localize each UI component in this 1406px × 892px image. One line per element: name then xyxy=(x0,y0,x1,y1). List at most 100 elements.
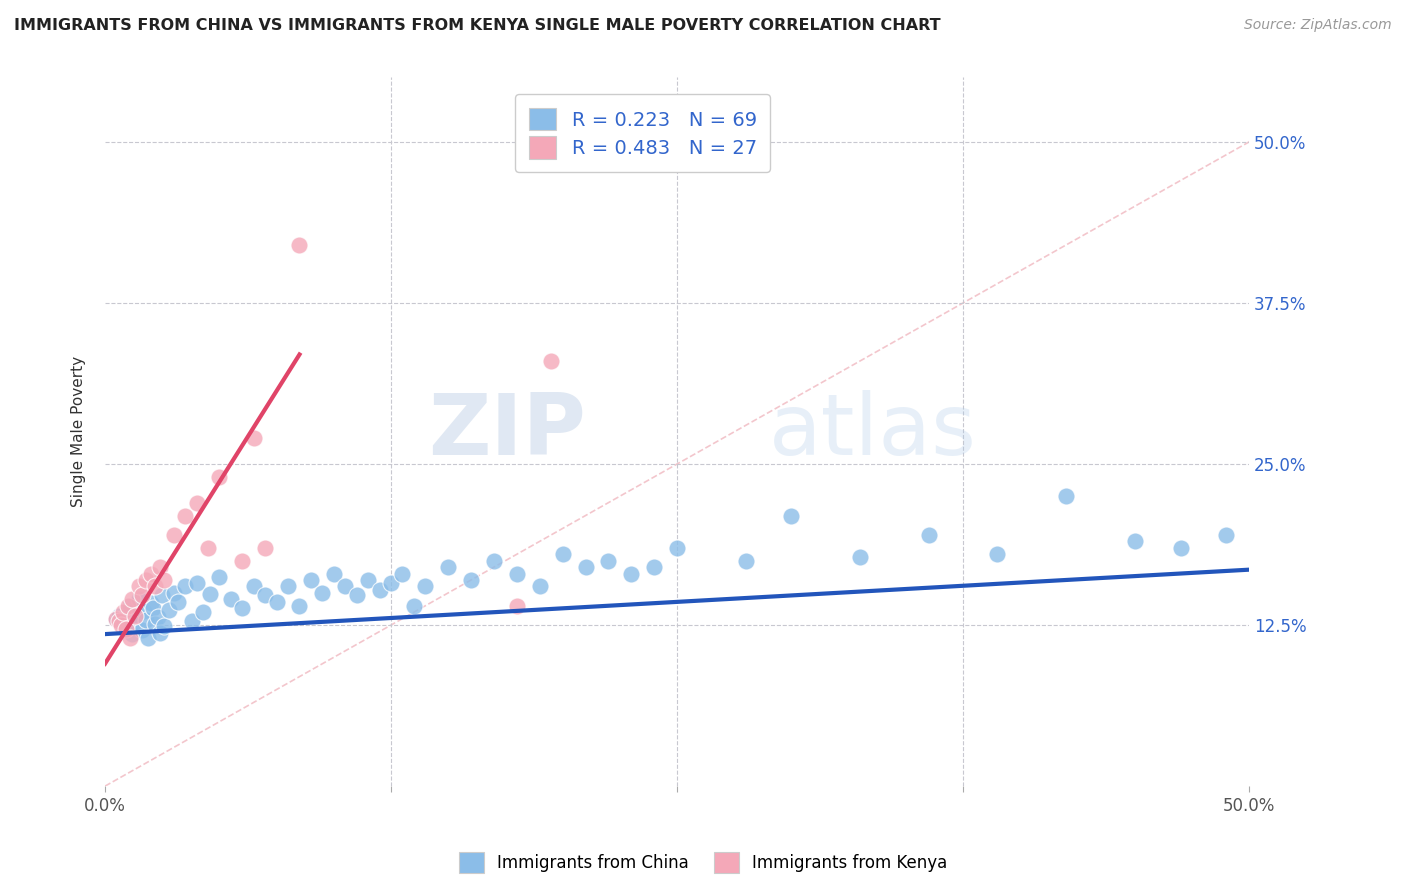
Point xyxy=(415,579,437,593)
Point xyxy=(208,470,231,484)
Point xyxy=(128,579,150,593)
Point xyxy=(734,554,756,568)
Point xyxy=(200,587,222,601)
Point xyxy=(643,560,665,574)
Point xyxy=(143,579,166,593)
Point xyxy=(131,624,153,638)
Point xyxy=(193,605,215,619)
Point xyxy=(402,599,425,613)
Point xyxy=(120,631,142,645)
Point xyxy=(299,573,322,587)
Point xyxy=(254,541,277,555)
Point xyxy=(121,627,143,641)
Text: ZIP: ZIP xyxy=(427,391,585,474)
Point xyxy=(112,618,135,632)
Point xyxy=(540,354,562,368)
Point xyxy=(186,496,208,510)
Point xyxy=(780,508,803,523)
Point xyxy=(242,579,264,593)
Point xyxy=(322,566,344,581)
Point xyxy=(918,528,941,542)
Point xyxy=(142,601,165,615)
Point xyxy=(346,589,368,603)
Point xyxy=(437,560,460,574)
Point xyxy=(157,602,180,616)
Point xyxy=(124,615,146,630)
Point xyxy=(162,528,184,542)
Point xyxy=(357,573,380,587)
Point xyxy=(219,592,242,607)
Point xyxy=(153,619,176,633)
Point xyxy=(107,614,129,628)
Point xyxy=(162,586,184,600)
Point xyxy=(132,604,155,618)
Point xyxy=(110,614,132,628)
Point xyxy=(1170,541,1192,555)
Point xyxy=(135,573,157,587)
Point xyxy=(110,618,132,632)
Point xyxy=(114,622,136,636)
Point xyxy=(551,547,574,561)
Point xyxy=(277,579,299,593)
Point xyxy=(529,579,551,593)
Point xyxy=(242,431,264,445)
Point xyxy=(153,573,176,587)
Y-axis label: Single Male Poverty: Single Male Poverty xyxy=(72,356,86,508)
Point xyxy=(506,599,529,613)
Point xyxy=(666,541,689,555)
Point xyxy=(620,566,643,581)
Point xyxy=(482,554,505,568)
Point xyxy=(128,592,150,607)
Point xyxy=(391,566,413,581)
Point xyxy=(380,575,402,590)
Point xyxy=(181,614,204,628)
Point xyxy=(117,605,139,619)
Point xyxy=(208,570,231,584)
Point xyxy=(139,566,162,581)
Point xyxy=(231,601,253,615)
Point xyxy=(135,613,157,627)
Point xyxy=(197,541,219,555)
Point xyxy=(124,609,146,624)
Point xyxy=(574,560,596,574)
Point xyxy=(146,610,169,624)
Point xyxy=(107,609,129,624)
Point xyxy=(266,595,288,609)
Text: IMMIGRANTS FROM CHINA VS IMMIGRANTS FROM KENYA SINGLE MALE POVERTY CORRELATION C: IMMIGRANTS FROM CHINA VS IMMIGRANTS FROM… xyxy=(14,18,941,33)
Point xyxy=(1215,528,1237,542)
Point xyxy=(139,596,162,610)
Point xyxy=(125,607,148,622)
Point xyxy=(335,579,357,593)
Legend: Immigrants from China, Immigrants from Kenya: Immigrants from China, Immigrants from K… xyxy=(451,846,955,880)
Point xyxy=(311,586,333,600)
Point xyxy=(105,612,128,626)
Point xyxy=(506,566,529,581)
Point xyxy=(149,560,172,574)
Point xyxy=(1123,534,1146,549)
Text: Source: ZipAtlas.com: Source: ZipAtlas.com xyxy=(1244,18,1392,32)
Point xyxy=(174,579,197,593)
Point xyxy=(254,589,277,603)
Point xyxy=(1054,489,1077,503)
Point xyxy=(167,595,190,609)
Point xyxy=(368,583,391,598)
Point xyxy=(143,616,166,631)
Point xyxy=(138,631,160,645)
Point xyxy=(460,573,482,587)
Point xyxy=(105,612,128,626)
Point xyxy=(120,599,142,613)
Point xyxy=(150,589,173,603)
Text: atlas: atlas xyxy=(769,391,977,474)
Point xyxy=(186,575,208,590)
Point xyxy=(114,622,136,636)
Point xyxy=(231,554,253,568)
Point xyxy=(117,599,139,613)
Legend: R = 0.223   N = 69, R = 0.483   N = 27: R = 0.223 N = 69, R = 0.483 N = 27 xyxy=(515,95,770,172)
Point xyxy=(986,547,1008,561)
Point xyxy=(288,599,311,613)
Point xyxy=(112,605,135,619)
Point xyxy=(174,508,197,523)
Point xyxy=(598,554,620,568)
Point xyxy=(149,625,172,640)
Point xyxy=(288,238,311,252)
